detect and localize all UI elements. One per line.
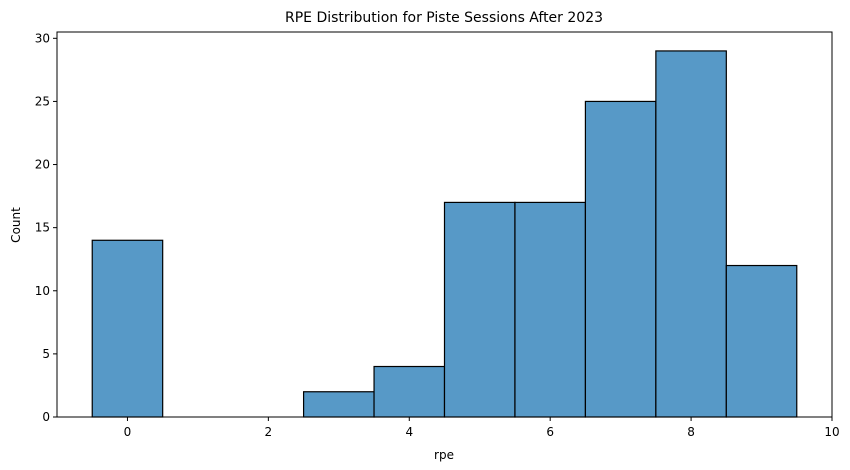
y-axis-label: Count bbox=[9, 207, 23, 243]
histogram-bar-3 bbox=[302, 391, 375, 418]
bars-group bbox=[91, 50, 798, 418]
x-tick-label: 8 bbox=[687, 425, 695, 439]
y-tick-label: 10 bbox=[35, 284, 50, 298]
x-tick-label: 6 bbox=[546, 425, 554, 439]
y-tick-label: 15 bbox=[35, 221, 50, 235]
histogram-bar-5 bbox=[443, 201, 516, 418]
y-axis-ticks: 0 5 10 15 20 25 30 bbox=[35, 31, 57, 424]
x-axis-ticks: 0 2 4 6 8 10 bbox=[124, 417, 840, 439]
x-tick-label: 0 bbox=[124, 425, 132, 439]
y-tick-label: 30 bbox=[35, 31, 50, 45]
x-tick-label: 10 bbox=[824, 425, 839, 439]
x-tick-label: 2 bbox=[265, 425, 273, 439]
histogram-bar-9 bbox=[725, 264, 798, 418]
chart-title: RPE Distribution for Piste Sessions Afte… bbox=[285, 10, 603, 26]
x-axis-label: rpe bbox=[434, 448, 454, 462]
plot-frame bbox=[56, 31, 833, 418]
histogram-bar-0 bbox=[91, 239, 164, 418]
histogram-bar-6 bbox=[514, 201, 587, 418]
histogram-bar-7 bbox=[584, 100, 657, 418]
y-tick-label: 5 bbox=[42, 347, 50, 361]
y-tick-label: 25 bbox=[35, 94, 50, 108]
y-tick-label: 0 bbox=[42, 410, 50, 424]
x-tick-label: 4 bbox=[405, 425, 413, 439]
histogram-bar-8 bbox=[655, 50, 727, 418]
histogram-bar-4 bbox=[373, 365, 446, 418]
y-tick-label: 20 bbox=[35, 158, 50, 172]
